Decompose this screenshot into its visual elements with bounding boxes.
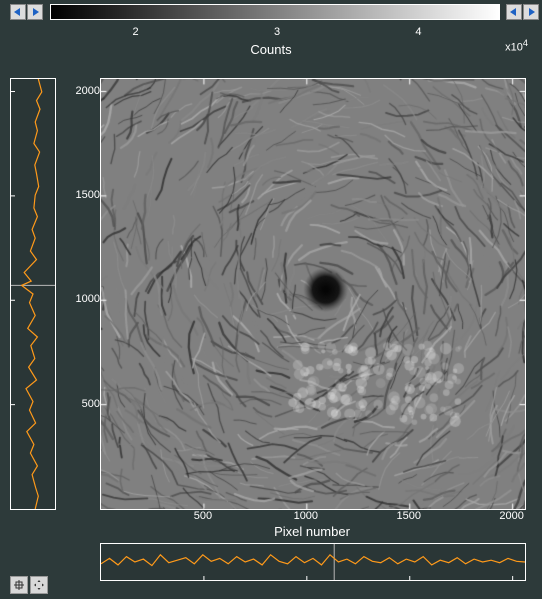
scroll-left-button-1[interactable] <box>10 4 26 20</box>
main-image-panel[interactable] <box>100 78 526 510</box>
expand-button[interactable] <box>10 576 28 594</box>
x-tick: 2000 <box>499 510 523 522</box>
pan-button[interactable] <box>30 576 48 594</box>
y-tick: 500 <box>60 398 100 410</box>
scroll-left-button-2[interactable] <box>506 4 522 20</box>
x-tick: 1500 <box>396 510 420 522</box>
scroll-right-button-2[interactable] <box>523 4 539 20</box>
colorbar-tick: 2 <box>132 26 138 38</box>
y-tick: 1500 <box>60 189 100 201</box>
colorbar-tick: 3 <box>274 26 280 38</box>
horizontal-profile-panel[interactable] <box>100 543 526 581</box>
corner-buttons <box>10 576 48 594</box>
x-tick: 1000 <box>294 510 318 522</box>
top-row <box>10 2 540 22</box>
scroll-right-button-1[interactable] <box>27 4 43 20</box>
colorbar-exponent: x104 <box>505 38 528 54</box>
x-axis-label: Pixel number <box>100 524 524 539</box>
y-axis: 500 1000 1500 2000 <box>60 78 100 508</box>
x-axis: 500 1000 1500 2000 <box>100 510 524 524</box>
y-tick: 1000 <box>60 293 100 305</box>
y-tick: 2000 <box>60 85 100 97</box>
x-tick: 500 <box>194 510 212 522</box>
colorbar-ticks: 2 3 4 <box>56 26 498 42</box>
viewer-root: 2 3 4 Counts x104 500 1000 1500 2000 500 1000 1… <box>0 0 542 599</box>
colorbar <box>50 4 500 20</box>
colorbar-tick: 4 <box>415 26 421 38</box>
colorbar-label: Counts <box>0 42 542 57</box>
vertical-profile-panel[interactable] <box>10 78 56 510</box>
